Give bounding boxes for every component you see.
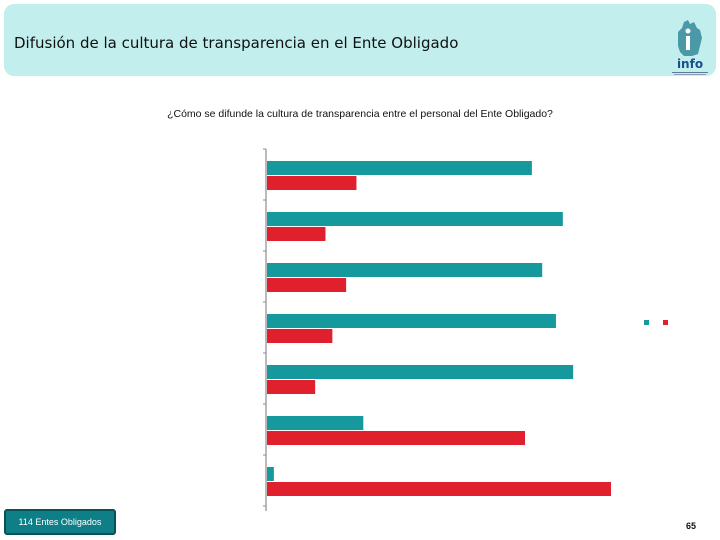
header-banner: Difusión de la cultura de transparencia … [4,4,716,76]
page-title: Difusión de la cultura de transparencia … [14,34,459,52]
bar-series2-row4 [267,329,333,343]
chart-title: ¿Cómo se difunde la cultura de transpare… [167,108,553,120]
entes-count-badge: 114 Entes Obligados [4,509,116,535]
legend-marker-series1 [644,320,649,325]
bar-series1-row7 [267,467,274,481]
bar-series1-row5 [267,365,574,379]
bar-series1-row4 [267,314,556,328]
bar-series2-row7 [267,482,611,496]
logo-text: info [677,57,703,71]
bar-series1-row6 [267,416,364,430]
bar-series2-row2 [267,227,326,241]
bar-series1-row3 [267,263,543,277]
info-logo-icon: info [672,20,708,75]
bar-series2-row6 [267,431,525,445]
page-number: 65 [686,521,697,531]
legend-marker-series2 [663,320,668,325]
bar-series2-row1 [267,176,357,190]
bar-series2-row5 [267,380,316,394]
bar-series1-row1 [267,161,532,175]
bar-series1-row2 [267,212,563,226]
bar-series2-row3 [267,278,347,292]
